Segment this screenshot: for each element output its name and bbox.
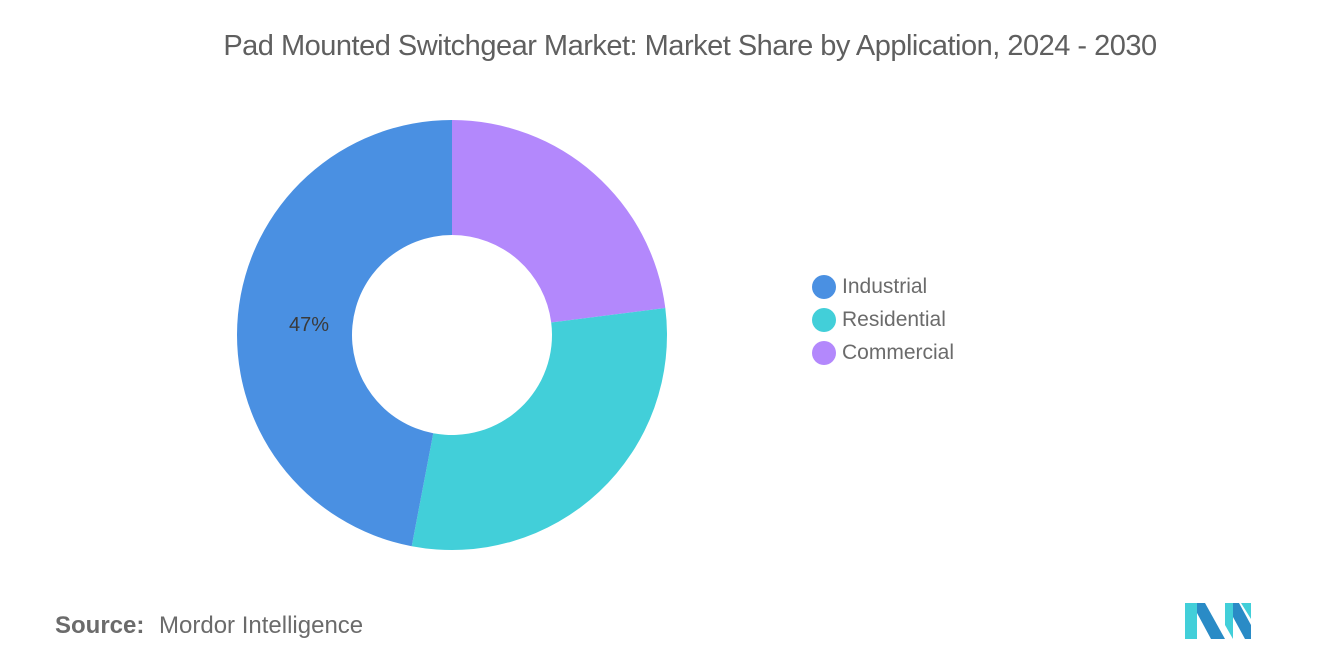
legend-dot-icon	[812, 307, 836, 332]
source-label: Source:	[55, 612, 145, 639]
donut-slice-commercial[interactable]	[452, 120, 666, 323]
legend-item-industrial[interactable]: Industrial	[812, 270, 954, 303]
chart-title: Pad Mounted Switchgear Market: Market Sh…	[223, 30, 1157, 62]
legend-dot-icon	[812, 340, 836, 365]
donut-slices	[237, 120, 667, 550]
legend-label: Commercial	[842, 340, 955, 364]
legend-label: Residential	[842, 307, 946, 331]
mordor-intelligence-logo-icon	[1185, 603, 1251, 639]
slice-label-industrial: 47%	[289, 314, 329, 336]
source-note: Source: Mordor Intelligence	[55, 612, 363, 640]
source-value: Mordor Intelligence	[159, 612, 364, 639]
donut-slice-industrial[interactable]	[237, 120, 452, 547]
legend: Industrial Residential Commercial	[812, 270, 954, 369]
legend-label: Industrial	[842, 274, 928, 298]
legend-item-commercial[interactable]: Commercial	[812, 336, 954, 369]
donut-slice-residential[interactable]	[411, 308, 667, 550]
legend-item-residential[interactable]: Residential	[812, 303, 954, 336]
legend-dot-icon	[812, 274, 836, 299]
